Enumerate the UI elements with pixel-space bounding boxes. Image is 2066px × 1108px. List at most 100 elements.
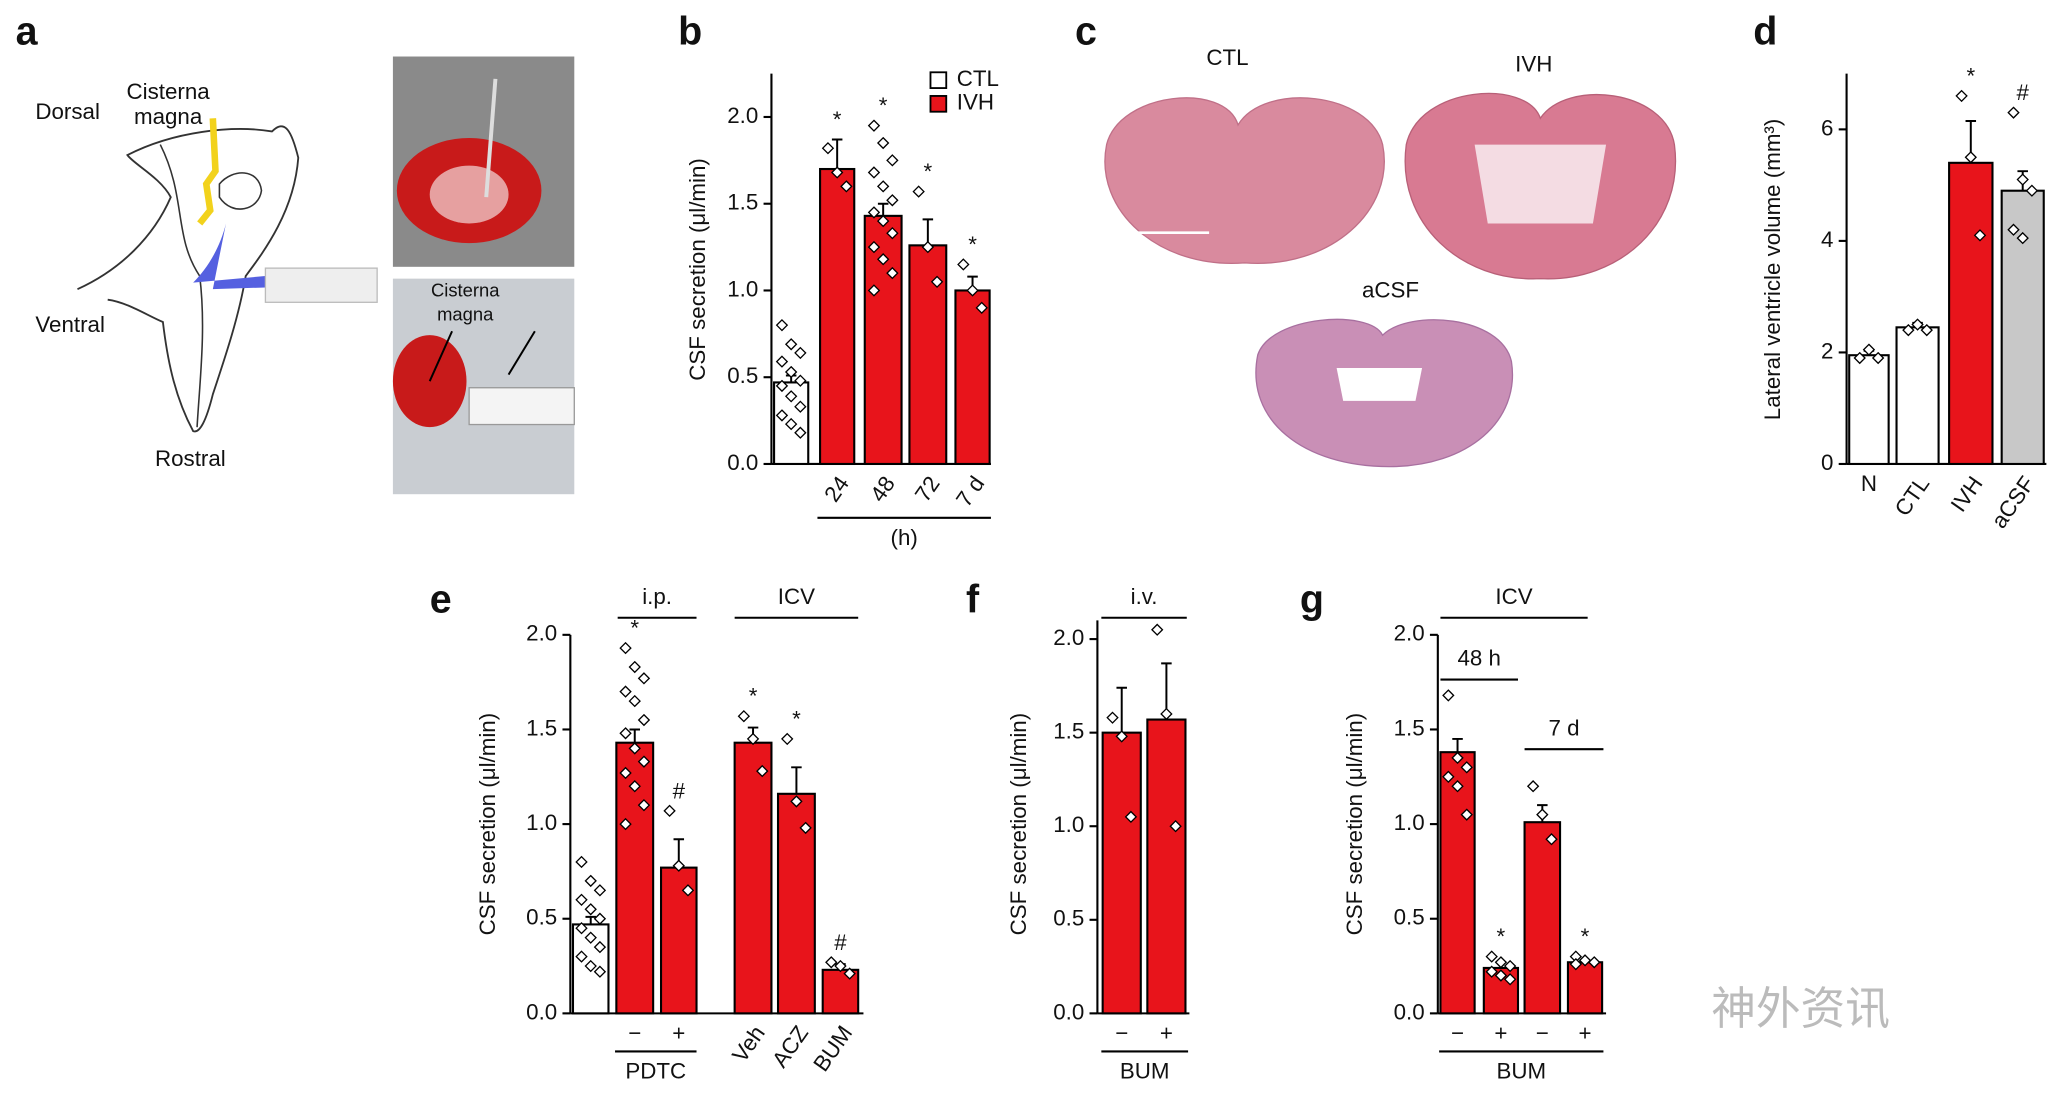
data-point <box>1460 808 1473 821</box>
y-tick-label: 1.0 <box>1053 812 1084 837</box>
data-point <box>1871 351 1885 365</box>
data-point <box>886 227 899 240</box>
data-point <box>593 912 607 925</box>
data-point <box>775 409 789 422</box>
data-point <box>1160 707 1173 721</box>
data-point <box>637 798 651 812</box>
y-tick-label: 0.0 <box>526 999 557 1024</box>
y-tick-label: 1.5 <box>1394 715 1425 740</box>
data-point <box>912 185 925 198</box>
significance-mark: # <box>834 930 847 955</box>
bar <box>1523 821 1562 1015</box>
data-point <box>637 672 651 685</box>
group-label: i.p. <box>642 584 672 609</box>
data-point <box>784 338 798 351</box>
data-point <box>628 780 641 793</box>
data-point <box>584 903 597 916</box>
y-tick-label: 0 <box>1821 450 1833 475</box>
panel-a-drawing <box>77 56 575 495</box>
group-label: 48 h <box>1457 646 1500 671</box>
x-tick-label: 24 <box>819 472 854 507</box>
section-label: CTL <box>1206 45 1248 70</box>
y-tick-label: 0.0 <box>727 450 758 475</box>
x-tick-label: N <box>1861 471 1877 496</box>
group-label: (h) <box>891 525 918 550</box>
x-tick-label: + <box>1160 1020 1173 1045</box>
data-point <box>2016 173 2029 186</box>
brain-sections <box>1104 92 1677 468</box>
data-point <box>628 694 641 708</box>
y-axis-label: CSF secretion (μl/min) <box>1342 713 1367 936</box>
y-tick-label: 1.0 <box>727 276 758 301</box>
data-point <box>619 641 632 655</box>
watermark: 神外资讯 <box>1711 985 1890 1034</box>
y-tick-label: 2.0 <box>727 103 758 128</box>
bar <box>2000 189 2045 466</box>
x-tick-label: + <box>1494 1020 1507 1045</box>
panel-letter: b <box>678 10 702 54</box>
panel-letter: a <box>16 10 39 54</box>
data-point <box>1451 751 1464 765</box>
data-point <box>975 301 988 315</box>
error-bar <box>1116 686 1127 733</box>
bar <box>908 244 948 466</box>
significance-mark: * <box>968 232 977 257</box>
data-point <box>775 318 789 332</box>
data-point <box>756 764 769 778</box>
error-bar <box>629 728 641 743</box>
data-point <box>575 922 588 935</box>
data-point <box>867 166 881 179</box>
data-point <box>794 426 807 439</box>
data-point <box>1151 623 1164 636</box>
data-point <box>593 965 607 978</box>
y-tick-label: 2 <box>1821 338 1833 363</box>
significance-mark: * <box>792 706 801 731</box>
data-point <box>1536 808 1549 821</box>
bar <box>1948 161 1994 466</box>
data-point <box>1973 229 1987 242</box>
x-tick-label: + <box>672 1020 685 1045</box>
error-bar <box>831 138 843 170</box>
significance-mark: * <box>879 93 888 118</box>
data-point <box>867 240 881 254</box>
y-tick-label: 0.0 <box>1394 999 1425 1024</box>
y-tick-label: 0.5 <box>1394 905 1425 930</box>
data-point <box>619 817 632 831</box>
data-point <box>775 355 789 368</box>
y-axis-label: CSF secretion (μl/min) <box>475 713 500 936</box>
y-tick-label: 0.5 <box>526 905 557 930</box>
y-axis-label: CSF secretion (μl/min) <box>1006 713 1031 936</box>
data-point <box>584 959 597 973</box>
data-point <box>1964 151 1977 164</box>
data-point <box>830 166 844 179</box>
significance-mark: # <box>2016 80 2029 105</box>
bar <box>819 167 856 466</box>
data-point <box>575 855 588 869</box>
significance-mark: * <box>833 107 842 132</box>
error-bar <box>791 766 802 794</box>
group-label: BUM <box>1120 1058 1170 1083</box>
label: Cisterna <box>127 79 211 104</box>
data-point <box>1526 780 1540 793</box>
data-point <box>790 795 803 808</box>
y-axis-label: Lateral ventricle volume (mm³) <box>1760 119 1785 421</box>
y-tick-label: 4 <box>1821 227 1833 252</box>
data-point <box>628 742 641 755</box>
data-point <box>840 180 853 193</box>
data-point <box>1503 973 1517 986</box>
error-bar <box>585 915 596 925</box>
data-point <box>628 660 641 674</box>
x-tick-label: − <box>1536 1020 1549 1045</box>
data-point <box>619 727 632 740</box>
data-point <box>1169 820 1182 833</box>
x-tick-label: IVH <box>1946 472 1988 517</box>
data-point <box>876 214 890 228</box>
data-point <box>2025 184 2039 197</box>
data-point <box>575 893 588 906</box>
group-label: ICV <box>778 584 815 609</box>
data-point <box>637 713 651 727</box>
data-point <box>1911 318 1924 331</box>
data-point <box>1460 761 1473 774</box>
label: Ventral <box>35 312 105 337</box>
